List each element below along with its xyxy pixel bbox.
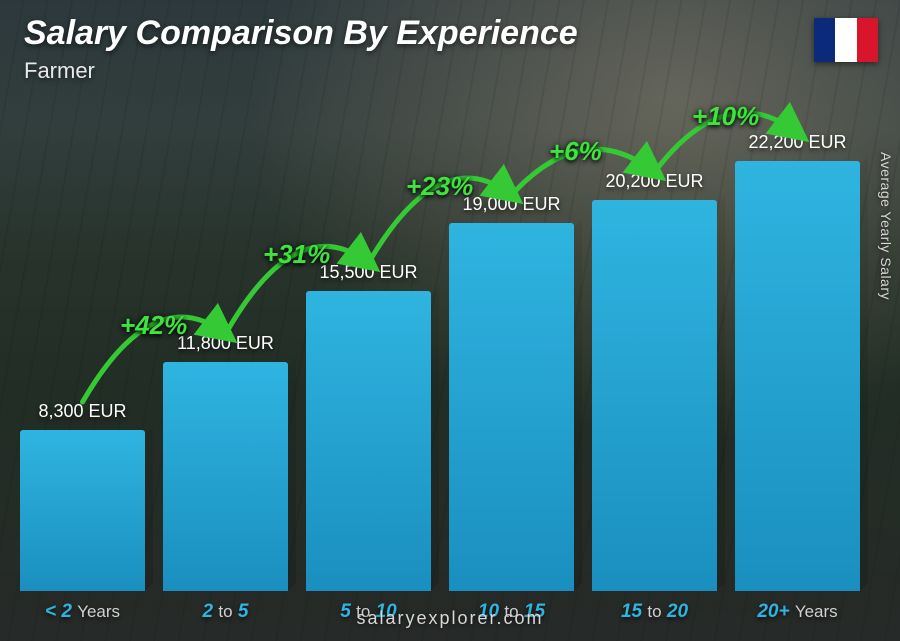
bar <box>163 362 288 591</box>
bar-column: 8,300 EUR< 2 Years <box>20 71 145 591</box>
bar-value-label: 20,200 EUR <box>605 171 703 192</box>
bar <box>592 200 717 591</box>
bar-value-label: 11,800 EUR <box>177 333 274 354</box>
bar <box>20 430 145 591</box>
bar-column: 15,500 EUR5 to 10 <box>306 71 431 591</box>
bar <box>735 161 860 591</box>
chart-stage: Salary Comparison By Experience Farmer A… <box>0 0 900 641</box>
bar-value-label: 22,200 EUR <box>748 132 846 153</box>
flag-stripe <box>814 18 835 62</box>
flag-stripe <box>857 18 878 62</box>
bar-value-label: 19,000 EUR <box>462 194 560 215</box>
bar-column: 20,200 EUR15 to 20 <box>592 71 717 591</box>
bar <box>306 291 431 591</box>
bar-value-label: 15,500 EUR <box>319 262 417 283</box>
france-flag-icon <box>814 18 878 62</box>
bar-chart: 8,300 EUR< 2 Years11,800 EUR2 to 515,500… <box>20 71 860 591</box>
bar-column: 19,000 EUR10 to 15 <box>449 71 574 591</box>
bar-value-label: 8,300 EUR <box>38 401 126 422</box>
chart-title: Salary Comparison By Experience <box>24 14 578 53</box>
bar-column: 11,800 EUR2 to 5 <box>163 71 288 591</box>
y-axis-label: Average Yearly Salary <box>878 152 894 300</box>
watermark: salaryexplorer.com <box>0 608 900 629</box>
bar <box>449 223 574 591</box>
bar-column: 22,200 EUR20+ Years <box>735 71 860 591</box>
flag-stripe <box>835 18 856 62</box>
